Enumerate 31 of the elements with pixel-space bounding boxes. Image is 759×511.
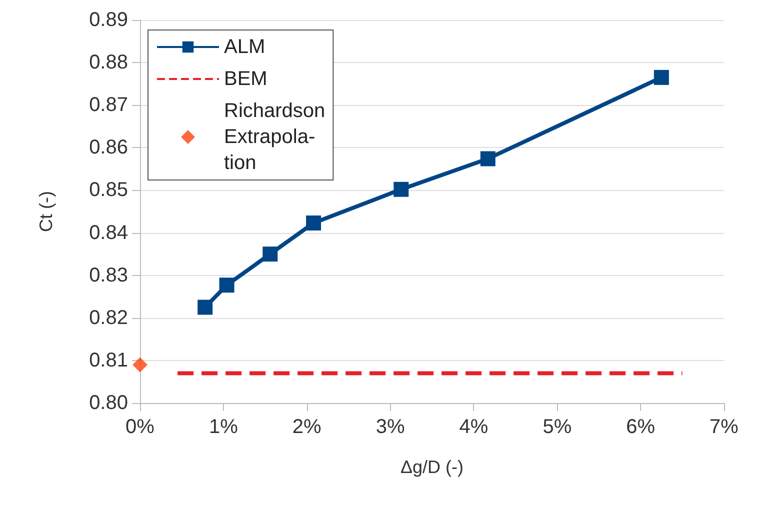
point <box>306 215 322 230</box>
x-tick-label: 6% <box>626 416 656 438</box>
y-tick-label: 0.85 <box>89 179 128 202</box>
point <box>394 182 409 197</box>
legend-label: ALM <box>224 36 266 58</box>
y-tick-label: 0.86 <box>89 136 128 159</box>
y-tick-label: 0.82 <box>89 306 128 329</box>
y-tick-label: 0.87 <box>89 94 128 116</box>
x-tick-label: 3% <box>376 416 405 438</box>
x-tick-label: 7% <box>710 416 739 438</box>
point <box>198 300 213 315</box>
x-tick-label: 1% <box>208 416 238 438</box>
y-tick-label: 0.81 <box>89 349 128 372</box>
x-tick-label: 2% <box>292 416 322 438</box>
point <box>219 278 234 293</box>
point <box>654 70 669 85</box>
y-tick-label: 0.89 <box>89 9 128 31</box>
point <box>262 246 278 262</box>
x-tick-label: 5% <box>542 416 572 438</box>
legend-label: Richardson Extrapola- tion <box>224 100 326 174</box>
y-tick-label: 0.83 <box>89 264 128 286</box>
x-tick-label: 0% <box>126 416 155 438</box>
point <box>132 357 148 372</box>
y-tick-label: 0.80 <box>89 392 128 414</box>
y-tick-label: 0.88 <box>89 52 128 74</box>
x-axis-title: Δg/D (-) <box>400 457 464 477</box>
y-axis-title: Ct (-) <box>36 191 56 232</box>
y-tick-label: 0.84 <box>89 222 128 244</box>
x-tick-label: 4% <box>459 416 488 438</box>
legend-label: BEM <box>224 68 268 90</box>
point <box>480 151 496 166</box>
